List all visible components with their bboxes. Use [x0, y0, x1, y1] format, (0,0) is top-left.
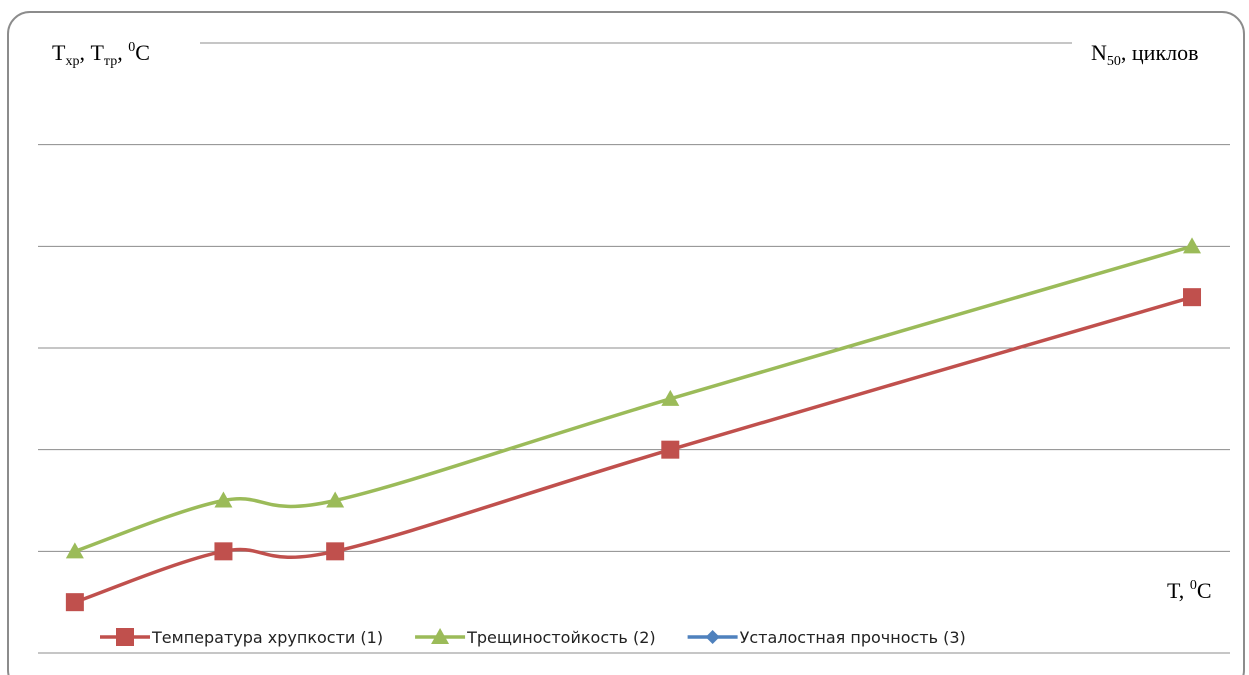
label-sup: 0	[128, 40, 135, 55]
label-bg	[1072, 25, 1232, 65]
label-part: N	[1091, 40, 1107, 65]
legend-label: Температура хрупкости (1)	[151, 628, 383, 647]
label-sub: 50	[1107, 54, 1121, 69]
label-bg	[30, 25, 200, 65]
marker	[661, 389, 680, 406]
marker	[214, 542, 233, 561]
label-part: C	[1197, 578, 1212, 603]
series-line	[74, 244, 1193, 553]
marker	[1183, 288, 1202, 307]
legend-marker	[116, 628, 134, 646]
label-part: , циклов	[1121, 40, 1199, 65]
x-axis-label: T, 0C	[1167, 578, 1212, 603]
label-part: , T	[79, 40, 104, 65]
label-sub: хр	[65, 54, 79, 69]
plot	[65, 237, 1202, 612]
label-part: C	[135, 40, 150, 65]
marker	[326, 491, 345, 508]
marker	[65, 542, 84, 559]
marker	[65, 593, 84, 612]
marker	[214, 491, 233, 508]
label-part: T	[52, 40, 66, 65]
legend-marker	[705, 630, 720, 644]
marker	[326, 542, 345, 561]
marker	[661, 440, 680, 459]
label-part: T,	[1167, 578, 1190, 603]
label-sub: тр	[104, 54, 117, 69]
legend-label: Трещиностойкость (2)	[466, 628, 656, 647]
legend-bg	[95, 623, 1190, 651]
marker	[1183, 237, 1202, 254]
y2-axis-label: N50, циклов	[1091, 40, 1199, 69]
y-axis-label: Tхр, Tтр, 0C	[52, 40, 150, 69]
legend-label: Усталостная прочность (3)	[740, 628, 966, 647]
legend: Температура хрупкости (1) Трещиностойкост…	[95, 623, 1190, 651]
label-sup: 0	[1190, 578, 1197, 593]
legend-marker	[431, 628, 450, 644]
chart-border	[7, 11, 1245, 675]
series-line	[74, 295, 1193, 604]
label-part: ,	[117, 40, 128, 65]
